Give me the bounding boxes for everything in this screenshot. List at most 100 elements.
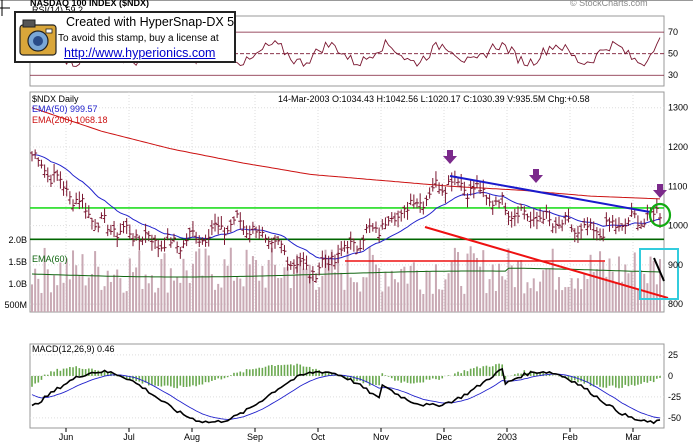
macd-histogram-bar [63, 369, 65, 376]
macd-histogram-bar [211, 376, 213, 381]
macd-histogram-bar [457, 372, 459, 376]
volume-bar [631, 272, 633, 312]
volume-bar [482, 250, 484, 312]
volume-bar [198, 248, 200, 312]
volume-bar [47, 269, 49, 312]
volume-bar [334, 272, 336, 312]
macd-histogram-bar [281, 365, 283, 376]
macd-histogram-bar [413, 376, 415, 383]
volume-bar [56, 285, 58, 312]
volume-bar [659, 259, 661, 312]
macd-tick-label: -25 [668, 392, 681, 402]
macd-histogram-bar [514, 374, 516, 376]
macd-tick-label: 25 [668, 350, 678, 360]
volume-bar [148, 283, 150, 312]
volume-bar [451, 262, 453, 312]
volume-bar [479, 267, 481, 312]
macd-histogram-bar [391, 376, 393, 378]
volume-bar [425, 271, 427, 312]
volume-bar [514, 287, 516, 312]
volume-bar [539, 282, 541, 312]
macd-histogram-bar [154, 376, 156, 386]
volume-bar [290, 288, 292, 312]
volume-bar [97, 267, 99, 312]
macd-histogram-bar [482, 366, 484, 376]
macd-tick-label: 0 [668, 371, 673, 381]
volume-bar [590, 255, 592, 312]
macd-histogram-bar [656, 376, 658, 379]
macd-histogram-bar [268, 365, 270, 375]
volume-bar [583, 274, 585, 312]
volume-bar [378, 268, 380, 312]
x-tick-label: Sep [247, 432, 263, 442]
volume-tick-label: 1.5B [8, 257, 27, 267]
volume-bar [299, 258, 301, 312]
volume-bar [536, 291, 538, 312]
macd-histogram-bar [290, 364, 292, 376]
volume-bar [132, 272, 134, 312]
quote-info: 14-Mar-2003 O:1034.43 H:1042.56 L:1020.1… [278, 94, 590, 104]
volume-bar [321, 276, 323, 312]
volume-bar [192, 264, 194, 312]
macd-histogram-bar [432, 376, 434, 379]
volume-bar [362, 277, 364, 312]
volume-bar [220, 288, 222, 312]
volume-bar [545, 268, 547, 312]
macd-histogram-bar [79, 368, 81, 376]
macd-histogram-bar [375, 376, 377, 385]
volume-bar [605, 277, 607, 312]
macd-histogram-bar [634, 376, 636, 386]
volume-bar [388, 286, 390, 312]
volume-bar [293, 275, 295, 312]
hypersnap-stamp: Created with HyperSnap-DX 5 To avoid thi… [14, 11, 236, 63]
macd-histogram-bar [192, 376, 194, 385]
stamp-link[interactable]: http://www.hyperionics.com [64, 46, 215, 60]
volume-bar [463, 294, 465, 312]
macd-histogram-bar [397, 376, 399, 381]
macd-histogram-bar [381, 373, 383, 376]
macd-histogram-bar [60, 371, 62, 376]
volume-bar [511, 265, 513, 312]
volume-bar [107, 271, 109, 312]
macd-histogram-bar [243, 372, 245, 376]
volume-bar [574, 289, 576, 312]
volume-bar [205, 249, 207, 312]
volume-bar [211, 274, 213, 312]
volume-bar [126, 291, 128, 312]
macd-histogram-bar [161, 376, 163, 387]
volume-bar [141, 289, 143, 312]
camera-icon [19, 17, 57, 57]
macd-histogram-bar [385, 375, 387, 376]
macd-histogram-bar [151, 376, 153, 385]
volume-bar [271, 248, 273, 312]
macd-histogram-bar [394, 376, 396, 381]
volume-bar [37, 279, 39, 312]
macd-histogram-bar [650, 376, 652, 381]
volume-bar [252, 256, 254, 312]
macd-histogram-bar [372, 376, 374, 385]
volume-bar [400, 269, 402, 312]
macd-label: MACD(12,26,9) 0.46 [32, 344, 115, 354]
macd-histogram-bar [176, 376, 178, 388]
macd-histogram-bar [423, 376, 425, 382]
volume-bar [564, 287, 566, 312]
macd-histogram-bar [34, 376, 36, 384]
volume-bar [501, 276, 503, 312]
volume-bar [75, 265, 77, 312]
macd-histogram-bar [606, 376, 608, 388]
volume-bar [624, 264, 626, 312]
volume-bar [277, 278, 279, 312]
volume-bar [609, 258, 611, 312]
macd-histogram-bar [246, 369, 248, 376]
volume-bar [268, 260, 270, 312]
macd-histogram-bar [255, 369, 257, 376]
macd-histogram-bar [72, 367, 74, 376]
volume-bar [508, 248, 510, 312]
macd-histogram-bar [189, 376, 191, 387]
macd-histogram-bar [208, 376, 210, 382]
price-tick-label: 800 [668, 299, 683, 309]
volume-bar [176, 277, 178, 312]
volume-bar [637, 289, 639, 312]
volume-bar [429, 272, 431, 312]
volume-bar [489, 279, 491, 312]
